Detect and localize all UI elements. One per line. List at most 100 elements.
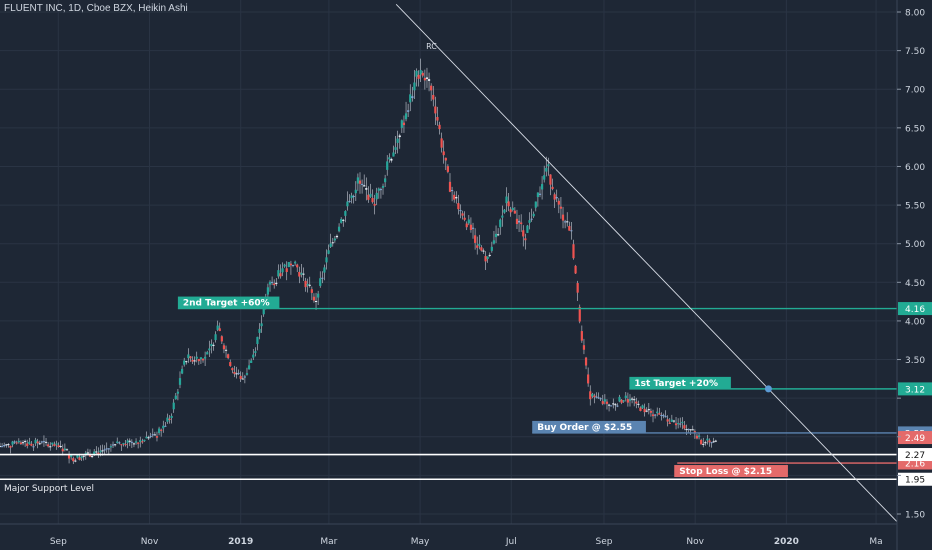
candle-body: [13, 441, 16, 443]
candle-body: [599, 398, 602, 400]
candle-body: [183, 360, 186, 365]
candle-body: [147, 437, 150, 439]
level-label: 1st Target +20%: [634, 379, 718, 389]
candle-body: [549, 174, 552, 185]
candle-body: [137, 442, 140, 444]
candle-body: [564, 221, 567, 223]
candle-body: [26, 443, 29, 446]
candle-body: [687, 428, 690, 430]
candle-body: [36, 441, 39, 444]
candle-body: [63, 448, 66, 450]
candle-body: [34, 439, 37, 444]
candle-body: [551, 186, 554, 190]
candle-body: [193, 360, 196, 362]
candle-body: [317, 293, 320, 298]
candle-body: [199, 357, 203, 360]
candle-body: [620, 399, 623, 403]
candle-body: [95, 451, 98, 453]
candle-body: [325, 257, 328, 263]
candle-body: [296, 264, 299, 268]
candle-body: [654, 414, 657, 416]
candle-body: [710, 442, 713, 444]
candle-body: [208, 348, 211, 351]
candle-body: [478, 243, 481, 246]
candle-body: [49, 446, 52, 448]
candle-body: [289, 263, 293, 266]
candle-body: [180, 368, 184, 374]
candle-body: [411, 96, 414, 99]
candle-body: [344, 211, 347, 216]
candle-body: [536, 192, 540, 198]
candle-body: [337, 226, 341, 232]
axis-tick-label: 3.50: [905, 356, 925, 366]
candle-body: [633, 399, 636, 401]
candle-body: [5, 444, 8, 446]
candle-body: [210, 343, 213, 347]
candle-body: [32, 446, 35, 448]
candle-body: [476, 245, 479, 248]
candle-body: [524, 238, 527, 241]
candle-body: [260, 323, 263, 327]
candle-body: [19, 442, 23, 445]
candle-body: [132, 443, 136, 445]
candle-body: [574, 265, 577, 274]
candle-body: [220, 336, 223, 342]
candle-body: [57, 445, 60, 448]
candle-body: [413, 82, 416, 91]
candle-body: [566, 221, 569, 223]
candle-body: [166, 417, 169, 422]
candle-body: [21, 442, 25, 444]
candle-body: [381, 185, 385, 188]
candle-body: [415, 70, 418, 77]
candle-body: [708, 440, 711, 443]
candle-body: [626, 399, 629, 403]
candle-body: [61, 448, 64, 452]
candle-body: [712, 441, 715, 443]
candle-body: [509, 209, 512, 213]
candle-body: [440, 138, 443, 148]
candle-body: [461, 213, 464, 216]
candle-body: [139, 440, 142, 442]
candle-body: [394, 147, 397, 150]
candle-body: [247, 365, 251, 370]
candle-body: [375, 192, 378, 200]
candle-body: [201, 358, 205, 361]
candle-body: [352, 195, 355, 197]
candle-body: [51, 442, 54, 445]
candle-body: [245, 373, 249, 375]
candle-body: [407, 110, 410, 112]
candle-body: [639, 407, 642, 411]
candle-body: [15, 442, 18, 444]
level-label: Major Support Level: [4, 484, 94, 494]
candle-body: [298, 271, 301, 277]
candle-body: [314, 300, 318, 302]
axis-tick-label: 1.50: [905, 511, 925, 521]
candle-body: [706, 438, 709, 441]
candle-body: [204, 356, 207, 359]
candle-body: [400, 120, 403, 128]
candle-body: [143, 439, 146, 442]
candle-body: [697, 435, 701, 437]
candle-body: [662, 415, 665, 417]
candle-body: [664, 416, 667, 418]
candle-body: [499, 219, 502, 228]
candle-body: [97, 452, 100, 454]
candle-body: [212, 344, 215, 346]
candle-body: [538, 193, 542, 195]
axis-tick-label: 8.00: [905, 9, 925, 19]
candle-body: [270, 281, 274, 283]
candle-body: [453, 194, 456, 200]
candle-body: [628, 399, 632, 401]
candle-body: [595, 396, 598, 398]
candle-body: [622, 400, 625, 402]
candle-body: [526, 225, 529, 233]
candle-body: [377, 188, 380, 191]
candle-body: [233, 371, 236, 374]
candle-body: [354, 189, 357, 194]
axis-tick-label: 6.00: [905, 163, 925, 173]
candle-body: [160, 429, 163, 431]
axis-value-tag: [898, 448, 932, 462]
candle-body: [432, 94, 435, 100]
candle-body: [714, 440, 717, 442]
candle-body: [423, 78, 426, 81]
